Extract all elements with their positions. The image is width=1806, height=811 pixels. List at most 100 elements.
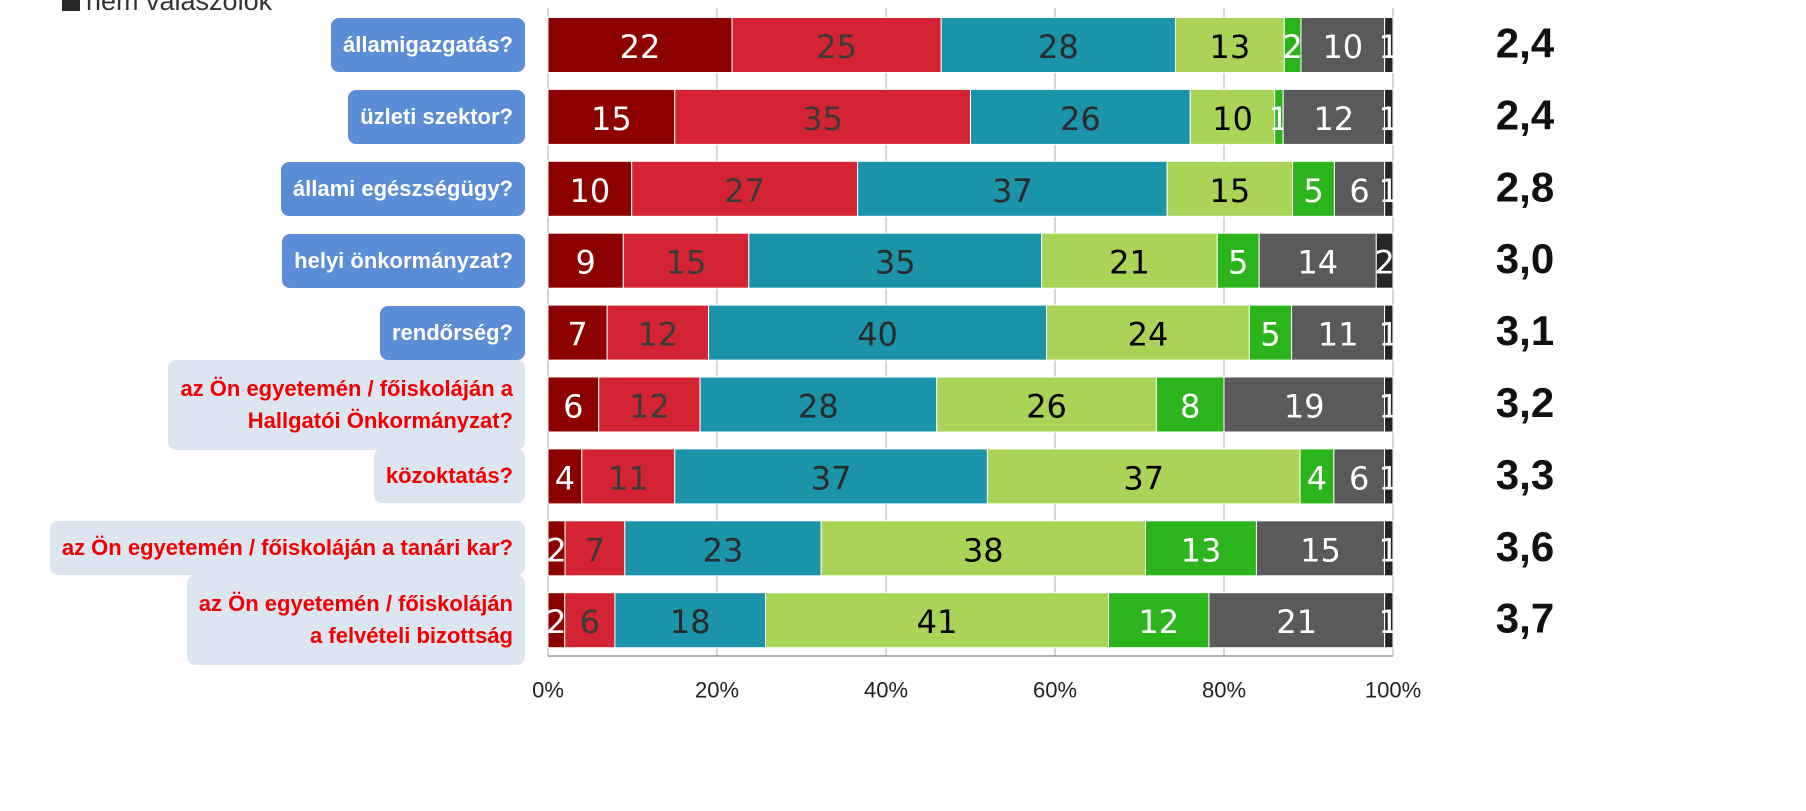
score: 2,4 (1496, 91, 1555, 138)
bar-segment (1384, 448, 1394, 505)
value-label: 9 (575, 244, 595, 282)
value-label: 1 (1379, 459, 1399, 497)
bar-segment (1108, 592, 1210, 649)
bar-segment (598, 376, 701, 433)
x-tick-label: 0% (532, 678, 564, 703)
bar-segment (564, 520, 626, 577)
value-label: 28 (1038, 28, 1079, 66)
value-label: 12 (637, 316, 678, 354)
bar-segment (547, 160, 633, 217)
bar-segment (765, 592, 1110, 649)
score: 3,0 (1496, 235, 1554, 282)
bar-segment (622, 232, 750, 289)
value-label: 2 (1374, 244, 1394, 282)
legend-label: nem válaszolok (86, 0, 273, 16)
x-tick-label: 40% (864, 678, 908, 703)
value-label: 12 (1313, 100, 1354, 138)
bar-segment (1144, 520, 1257, 577)
bar-segment (547, 448, 583, 505)
value-label: 5 (1228, 244, 1248, 282)
x-tick-label: 100% (1365, 678, 1421, 703)
value-label: 2 (546, 603, 566, 641)
score: 3,7 (1496, 595, 1554, 642)
category-label: államigazgatás? (331, 18, 525, 72)
bar-segment (1292, 160, 1335, 217)
bar-segment (547, 232, 624, 289)
value-label: 15 (1300, 531, 1341, 569)
legend: nem válaszolok (62, 0, 272, 17)
bar-segment (547, 376, 600, 433)
bar-segment (1291, 304, 1386, 361)
bar-segment (1375, 232, 1394, 289)
bar-segment (1046, 304, 1250, 361)
bar-segment (1174, 17, 1285, 73)
value-label: 10 (1212, 100, 1253, 138)
category-label: az Ön egyetemén / főiskoláján a Hallgató… (168, 359, 525, 450)
value-label: 11 (608, 459, 649, 497)
score: 3,1 (1496, 307, 1554, 354)
bar-segment (1299, 448, 1335, 505)
bar-segment (1300, 17, 1386, 73)
x-tick-label: 60% (1033, 678, 1077, 703)
bar-segment (940, 17, 1176, 73)
category-label: közoktatás? (373, 449, 525, 504)
bar-segment (1384, 17, 1394, 73)
value-label: 26 (1026, 388, 1067, 426)
x-tick-label: 20% (695, 678, 739, 703)
value-label: 7 (567, 316, 587, 354)
value-label: 4 (555, 459, 575, 497)
bar-segment (1384, 592, 1394, 649)
value-label: 25 (816, 28, 857, 66)
value-label: 1 (1379, 172, 1399, 210)
value-label: 1 (1379, 603, 1399, 641)
value-label: 1 (1379, 316, 1399, 354)
category-label: az Ön egyetemén / főiskoláján a felvétel… (186, 575, 525, 666)
value-label: 1 (1379, 388, 1399, 426)
bar-segment (970, 88, 1191, 145)
bar-segment (1255, 520, 1385, 577)
value-label: 26 (1060, 100, 1101, 138)
value-label: 5 (1303, 172, 1323, 210)
bar-segment (708, 304, 1048, 361)
value-label: 6 (1349, 459, 1369, 497)
value-label: 35 (802, 100, 843, 138)
bar-segment (1208, 592, 1386, 649)
bar-segment (1216, 232, 1260, 289)
value-label: 12 (629, 388, 670, 426)
value-label: 41 (917, 603, 958, 641)
value-label: 1 (1379, 28, 1399, 66)
value-label: 22 (620, 28, 661, 66)
value-label: 5 (1260, 316, 1280, 354)
category-label: üzleti szektor? (348, 89, 525, 144)
bar-segment (1223, 376, 1386, 433)
bar-segment (1384, 88, 1394, 145)
bar-segment (1384, 304, 1394, 361)
value-label: 28 (798, 388, 839, 426)
bar-segment (1248, 304, 1293, 361)
bar-segment (547, 304, 608, 361)
value-label: 10 (1322, 28, 1363, 66)
bar-segment (1384, 160, 1394, 217)
bar-segment (1384, 376, 1394, 433)
value-label: 11 (1318, 316, 1359, 354)
value-label: 14 (1297, 244, 1338, 282)
value-label: 21 (1276, 603, 1317, 641)
category-label: rendőrség? (379, 305, 525, 360)
bar-segment (857, 160, 1168, 217)
value-label: 38 (963, 531, 1004, 569)
value-label: 2 (546, 531, 566, 569)
bar-segment (674, 448, 988, 505)
bar-segment (1189, 88, 1276, 145)
score: 3,3 (1496, 451, 1554, 498)
value-label: 37 (992, 172, 1033, 210)
value-label: 4 (1307, 459, 1327, 497)
value-label: 24 (1128, 316, 1169, 354)
value-label: 1 (1379, 531, 1399, 569)
bar-segment (986, 448, 1301, 505)
category-label: helyi önkormányzat? (282, 233, 525, 288)
value-label: 21 (1109, 244, 1150, 282)
x-tick-label: 80% (1202, 678, 1246, 703)
value-label: 12 (1138, 603, 1179, 641)
bar-segment (1041, 232, 1218, 289)
